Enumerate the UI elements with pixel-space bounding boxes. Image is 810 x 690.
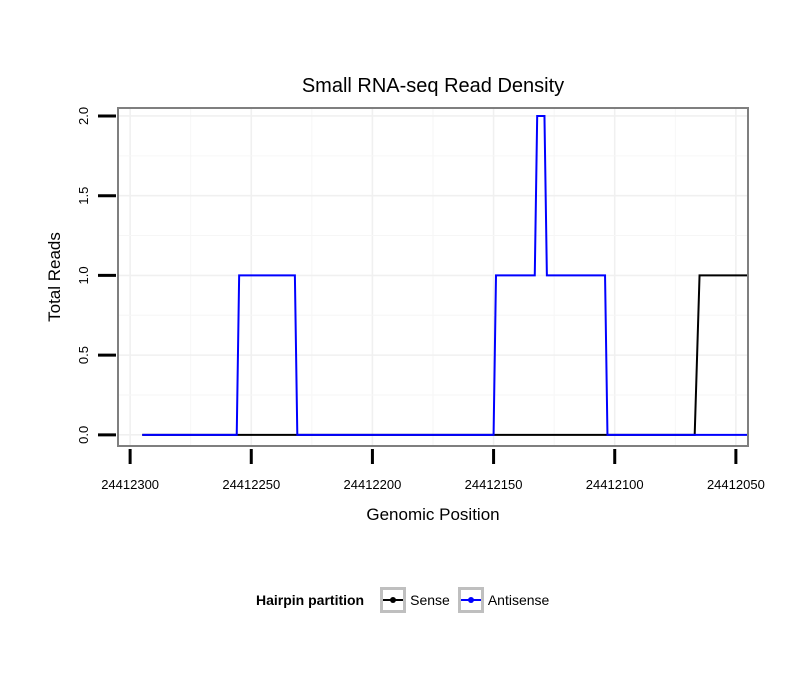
legend: Hairpin partition Sense Antisense bbox=[256, 585, 557, 615]
legend-key-sense bbox=[380, 587, 407, 613]
y-axis-label: Total Reads bbox=[45, 232, 64, 322]
legend-title: Hairpin partition bbox=[256, 592, 365, 608]
y-tick-label: 0.0 bbox=[76, 426, 91, 444]
x-tick-label: 24412250 bbox=[222, 477, 280, 492]
x-tick-label: 24412200 bbox=[344, 477, 402, 492]
x-tick-label: 24412150 bbox=[465, 477, 523, 492]
line-dot-icon bbox=[383, 597, 404, 603]
legend-label-antisense: Antisense bbox=[487, 592, 550, 608]
y-tick-label: 1.0 bbox=[76, 266, 91, 284]
series-line-antisense bbox=[142, 114, 748, 436]
line-dot-icon bbox=[460, 597, 481, 603]
legend-key-antisense bbox=[457, 587, 484, 613]
legend-item-sense: Sense bbox=[380, 587, 452, 613]
legend-label-sense: Sense bbox=[410, 592, 450, 608]
y-tick-label: 0.5 bbox=[76, 346, 91, 364]
chart-title: Small RNA-seq Read Density bbox=[302, 75, 564, 97]
grid bbox=[118, 108, 748, 446]
y-tick-label: 2.0 bbox=[76, 107, 91, 125]
x-tick-label: 24412100 bbox=[586, 477, 644, 492]
legend-item-antisense: Antisense bbox=[457, 587, 551, 613]
x-tick-label: 24412050 bbox=[707, 477, 765, 492]
axes: 24412300 24412250 24412200 24412150 24412100… bbox=[76, 107, 765, 492]
x-tick-label: 24412300 bbox=[101, 477, 159, 492]
y-tick-label: 1.5 bbox=[76, 187, 91, 205]
x-axis-label: Genomic Position bbox=[366, 505, 499, 524]
panel-border bbox=[117, 107, 749, 447]
series-lines bbox=[142, 114, 748, 436]
